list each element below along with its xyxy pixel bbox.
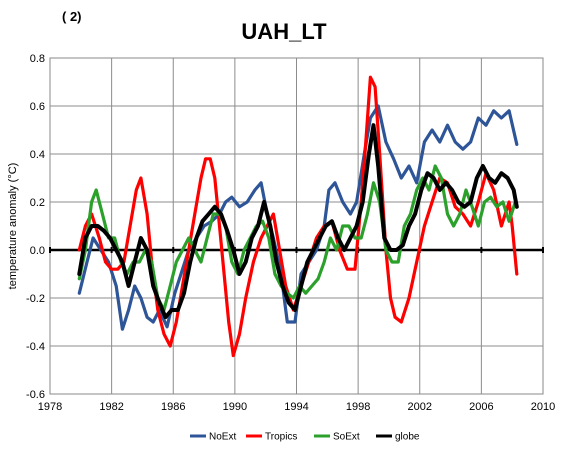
x-tick-label: 2010 (531, 401, 555, 413)
x-tick-label: 1982 (99, 401, 123, 413)
x-tick-label: 1978 (38, 401, 62, 413)
series-line-globe (77, 123, 519, 320)
y-tick-label: -0.4 (26, 341, 45, 353)
x-tick-labels: 1978 1982 1986 1990 1994 1998 2002 2006 2010 (38, 401, 555, 413)
legend-label: SoExt (333, 432, 360, 443)
series-line-tropics (77, 75, 519, 358)
legend-item-globe: globe (376, 432, 420, 443)
y-tick-label: -0.6 (26, 389, 45, 401)
legend-item-soext: SoExt (314, 432, 360, 443)
y-tick-label: 0.8 (30, 53, 45, 65)
series-line-noext (77, 104, 519, 331)
x-tick-label: 1990 (223, 401, 247, 413)
legend-item-tropics: Tropics (246, 432, 297, 443)
chart-title: UAH_LT (241, 19, 327, 44)
y-tick-label: 0.4 (30, 149, 45, 161)
y-axis-label: temperature anomaly (°C) (7, 163, 19, 290)
y-tick-label: 0.0 (30, 245, 45, 257)
x-tick-label: 1998 (346, 401, 370, 413)
x-tick-label: 2006 (469, 401, 493, 413)
x-tick-label: 1994 (284, 401, 308, 413)
legend-item-noext: NoExt (190, 432, 236, 443)
y-tick-label: -0.2 (26, 293, 45, 305)
y-tick-label: 0.2 (30, 197, 45, 209)
y-tick-labels: -0.6 -0.4 -0.2 0.0 0.2 0.4 0.6 0.8 (26, 53, 45, 401)
legend-label: Tropics (265, 432, 297, 443)
x-tick-label: 1986 (161, 401, 185, 413)
x-tick-label: 2002 (408, 401, 432, 413)
legend-label: globe (395, 432, 420, 443)
series-group (77, 75, 519, 358)
legend-label: NoExt (209, 432, 236, 443)
panel-label: ( 2) (62, 9, 82, 24)
legend: NoExt Tropics SoExt globe (190, 432, 420, 443)
y-tick-label: 0.6 (30, 101, 45, 113)
